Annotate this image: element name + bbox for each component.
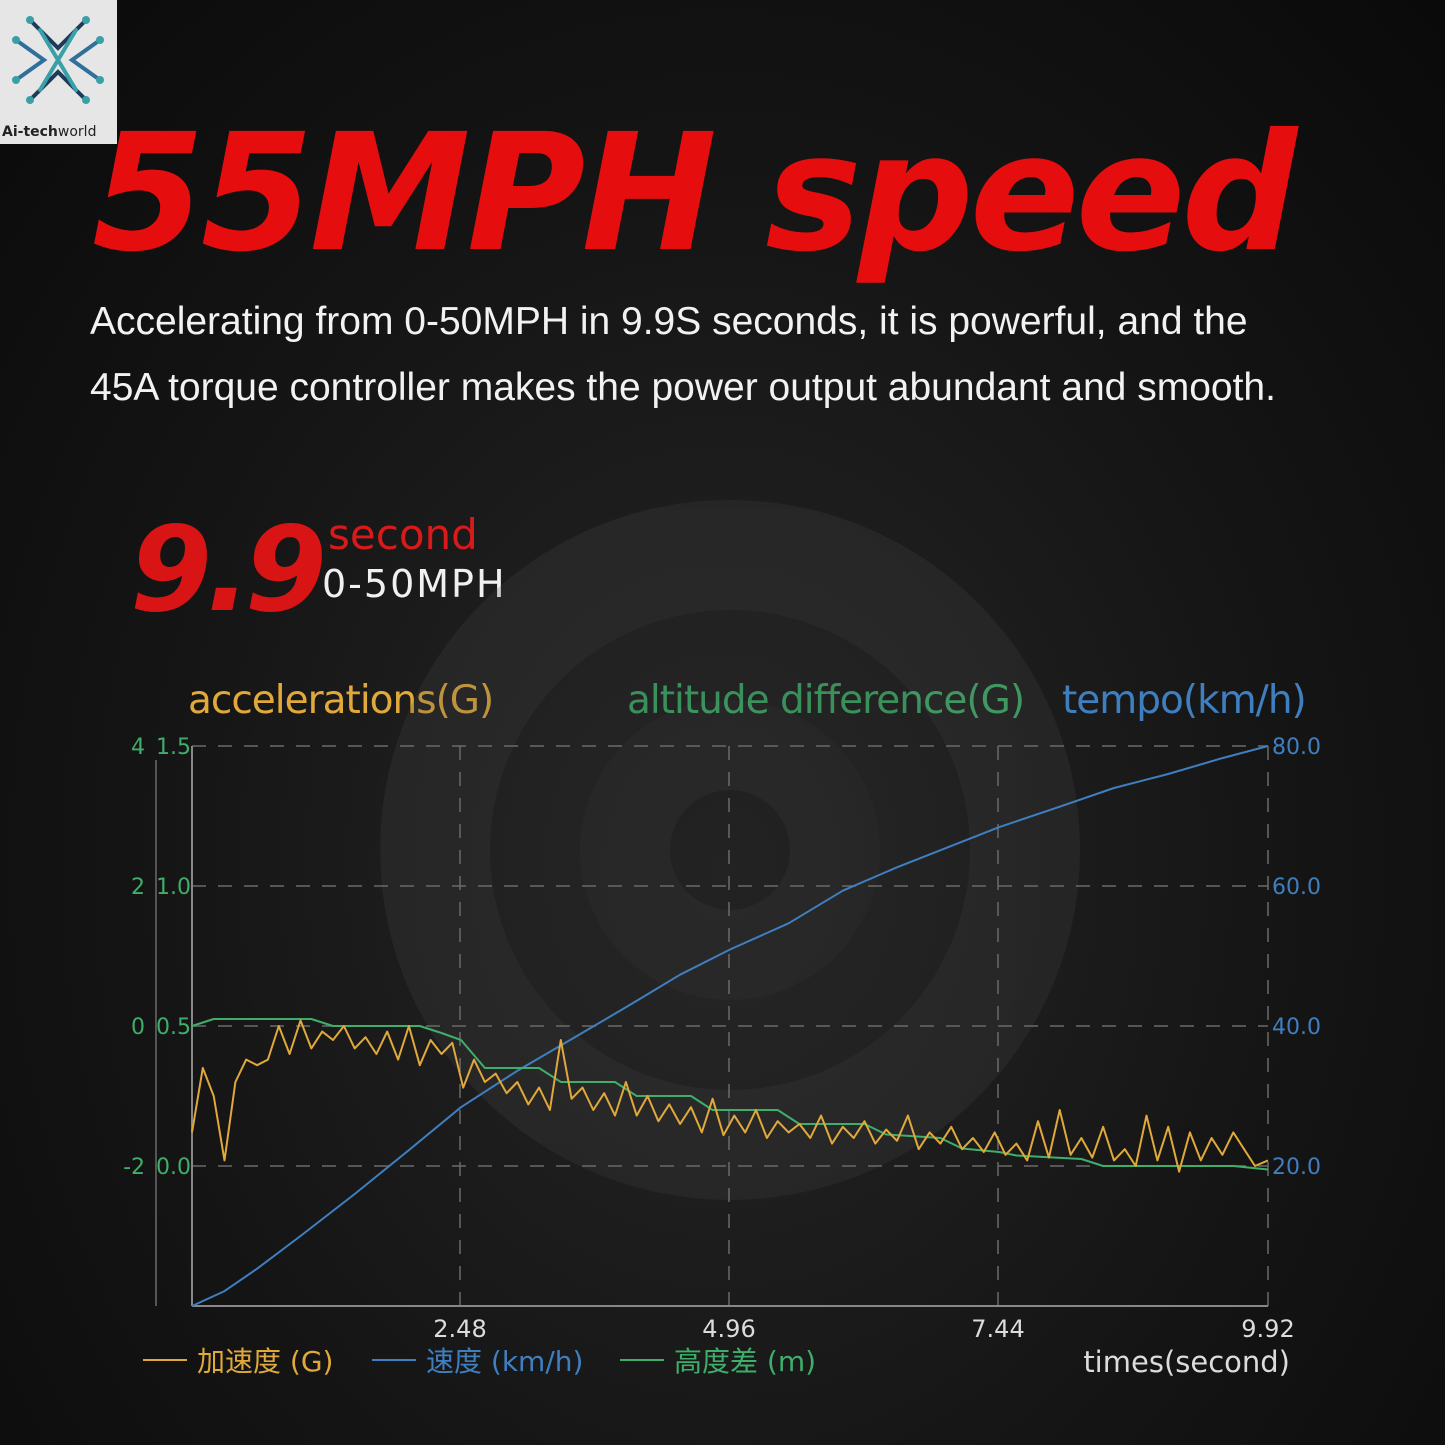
y-tick-right-0: 80.0 [1272, 735, 1321, 760]
headline: 55MPH speed [92, 100, 1297, 288]
y-tick-inner-0: 1.5 [156, 735, 191, 760]
x-tick-2: 7.44 [971, 1315, 1024, 1343]
highlight-subtitle: 0-50MPH [322, 562, 507, 606]
y-tick-outer-0: 4 [131, 735, 145, 760]
y-tick-right-3: 20.0 [1272, 1155, 1321, 1180]
legend-speed-label: 速度 (km/h) [426, 1345, 583, 1378]
description-line-2: 45A torque controller makes the power ou… [90, 366, 1276, 409]
x-tick-1: 4.96 [702, 1315, 755, 1343]
y-tick-outer-2: 0 [131, 1015, 145, 1040]
series-header-altitude: altitude difference(G) [627, 678, 1025, 723]
x-axis-label: times(second) [1083, 1345, 1290, 1379]
brand-name: Ai-techworld [2, 124, 97, 140]
description-line-1: Accelerating from 0-50MPH in 9.9S second… [90, 300, 1248, 343]
x-tick-3: 9.92 [1241, 1315, 1294, 1343]
circuit-logo-icon [12, 16, 104, 104]
series-header-acceleration: accelerations(G) [188, 678, 494, 723]
brand-logo: Ai-techworld [0, 0, 117, 144]
highlight-number: 9.9 [130, 500, 327, 638]
brake-disc-backdrop [380, 500, 1080, 1200]
acceleration-series-line [191, 1019, 1269, 1173]
speed-series-line [191, 745, 1269, 1307]
y-tick-right-1: 60.0 [1272, 875, 1321, 900]
altitude-series-line [191, 1018, 1269, 1171]
series-header-speed: tempo(km/h) [1062, 678, 1307, 723]
y-tick-inner-1: 1.0 [156, 875, 191, 900]
series-lines [191, 745, 1269, 1307]
y-tick-inner-3: 0.0 [156, 1155, 191, 1180]
highlight-unit: second [328, 510, 478, 559]
y-tick-outer-1: 2 [131, 875, 145, 900]
bottom-legend: 加速度 (G) 速度 (km/h) 高度差 (m) [143, 1345, 816, 1378]
legend-acceleration-label: 加速度 (G) [197, 1345, 333, 1378]
x-tick-0: 2.48 [433, 1315, 486, 1343]
y-tick-right-2: 40.0 [1272, 1015, 1321, 1040]
grid [192, 745, 1269, 1306]
legend-altitude-label: 高度差 (m) [674, 1345, 816, 1378]
y-tick-outer-3: -2 [123, 1155, 145, 1180]
y-tick-inner-2: 0.5 [156, 1015, 191, 1040]
tick-labels: 4 1.5 80.0 2 1.0 60.0 0 0.5 40.0 -2 0.0 20.0 2.48 4.9… [123, 735, 1321, 1379]
